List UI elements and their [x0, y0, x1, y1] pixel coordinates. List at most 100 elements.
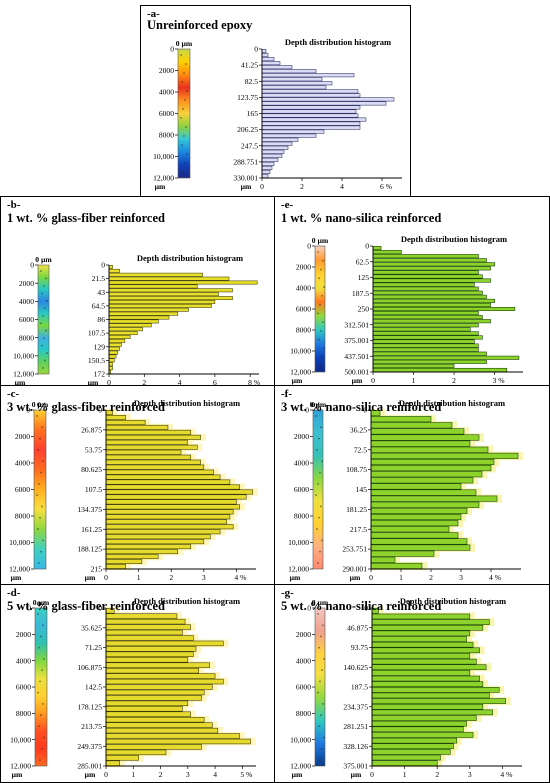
panel-title-d: 5 wt. % glass-fiber reinforced: [7, 599, 165, 613]
histogram-y-tick-label: 290.001: [342, 565, 367, 574]
histogram-title: Depth distribution histogram: [134, 398, 240, 408]
histogram-x-tick-label: 3: [186, 770, 190, 779]
histogram-y-tick-label: 247.5: [241, 141, 258, 150]
histogram-bar: [261, 89, 359, 94]
depth-map-point: [318, 646, 320, 649]
depth-tick-label: 2000: [16, 630, 31, 639]
histogram-bar: [105, 640, 224, 647]
histogram-y-tick-label: 161.25: [81, 525, 102, 534]
histogram-bar: [105, 564, 126, 569]
histogram-bar: [105, 700, 189, 707]
depth-unit-label: µm: [292, 770, 303, 779]
panel-label-a: -a-: [147, 8, 160, 20]
histogram-y-tick-label: 64.5: [92, 301, 105, 310]
chart-g: 0 µm0200040006000800010,00012,000µmDepth…: [290, 596, 522, 779]
histogram-y-tick-label: 500.001: [344, 368, 369, 377]
depth-map-stripe: [314, 607, 326, 767]
depth-map-point: [182, 171, 184, 173]
histogram-bar: [372, 278, 491, 283]
histogram-bars: [370, 408, 523, 571]
depth-unit-label: µm: [11, 573, 22, 582]
histogram-bar: [371, 737, 458, 744]
depth-map-point: [180, 117, 182, 119]
histogram-bar: [371, 630, 471, 637]
panel-title-g: 5 wt. % nano-silica reinforced: [281, 599, 442, 613]
histogram-bar: [370, 526, 450, 533]
depth-map-point: [318, 725, 320, 728]
panel-label-e: -e-: [281, 199, 294, 211]
histogram-bar: [371, 743, 454, 750]
depth-unit-label: µm: [155, 182, 166, 191]
histogram-y-tick-label: 172: [94, 370, 106, 379]
depth-tick-label: 2000: [15, 432, 30, 441]
histogram-bar: [105, 706, 183, 712]
histogram-x-tick-label: 2: [142, 378, 146, 386]
histogram-y-tick-label: 53.75: [85, 445, 102, 454]
depth-tick-label: 10,000: [13, 351, 34, 360]
depth-map-point: [41, 747, 43, 750]
depth-map-point: [42, 702, 44, 705]
depth-map-point: [320, 426, 322, 429]
depth-tick-label: 10,000: [10, 735, 31, 744]
histogram-bar: [105, 749, 167, 756]
histogram-bar: [371, 754, 441, 761]
depth-map-point: [186, 153, 188, 155]
depth-tick-label: 0: [170, 45, 174, 54]
histogram-bar: [261, 105, 361, 110]
depth-map-point: [181, 144, 183, 146]
histogram-bar: [371, 619, 490, 625]
histogram-y-tick-label: 281.251: [343, 722, 368, 731]
histogram-y-tick-label: 253.751: [342, 545, 367, 554]
depth-map-point: [323, 736, 325, 739]
histogram-bar: [261, 65, 293, 70]
histogram-bar: [372, 258, 487, 263]
histogram-y-tick-label: 145: [356, 485, 368, 494]
histogram-title: Depth distribution histogram: [399, 398, 505, 408]
histogram-y-tick-label: 46.875: [347, 623, 368, 632]
chart-c: 0 µm0200040006000800010,00012,000µmDepth…: [9, 398, 258, 582]
histogram-y-tick-label: 21.5: [92, 274, 105, 283]
depth-map-point: [322, 259, 324, 262]
histogram-bar: [370, 434, 480, 441]
depth-map-point: [40, 714, 42, 716]
histogram-bar: [261, 81, 333, 86]
depth-map-point: [182, 108, 184, 110]
histogram-bar: [372, 306, 516, 312]
depth-map-point: [46, 352, 48, 354]
histogram-bar: [105, 744, 202, 750]
histogram-title: Depth distribution histogram: [400, 596, 506, 606]
depth-tick-label: 10,000: [288, 538, 309, 547]
histogram-bar: [105, 651, 194, 658]
panel-b: 0 µm 0 2000 4000 6000 8000 10,000 12,000 µm Depth…: [0, 196, 275, 386]
depth-tick-label: 12,000: [290, 368, 311, 377]
depth-map-point: [318, 338, 320, 341]
depth-map-point: [36, 415, 38, 417]
histogram-y-tick-label: 0: [364, 604, 368, 613]
histogram-y-tick-label: 165: [247, 109, 259, 118]
histogram-bar: [372, 319, 491, 324]
depth-map-point: [320, 330, 322, 332]
depth-map-point: [185, 63, 187, 65]
depth-tick-label: 6000: [16, 683, 31, 692]
histogram-y-tick-label: 86: [97, 315, 105, 324]
histogram-bar: [261, 149, 285, 154]
histogram-bar: [108, 331, 138, 336]
histogram-bar: [105, 504, 240, 510]
panel-label-c: -c-: [7, 388, 20, 400]
histogram-x-tick-label: 0: [104, 573, 108, 582]
histogram-bar: [105, 624, 191, 630]
histogram-bar: [370, 532, 459, 539]
histogram-bar: [372, 339, 475, 344]
histogram-bar: [105, 657, 189, 663]
panel-title-e: 1 wt. % nano-silica reinforced: [281, 211, 442, 225]
histogram-bar: [105, 554, 159, 560]
histogram-bar: [372, 335, 483, 340]
histogram-bar: [261, 125, 361, 130]
depth-tick-label: 0: [30, 261, 34, 270]
depth-tick-label: 8000: [15, 512, 30, 521]
histogram-bar: [105, 439, 188, 445]
histogram-y-tick-label: 328.126: [343, 742, 368, 751]
panel-e: 0 µm 0 2000 4000 6000 8000 10,000 12,000 µm Depth…: [274, 196, 550, 386]
panel-a: 0 µm 0 2000 4000 6000 8000 10,000 12,000 µm Depth…: [140, 5, 411, 197]
depth-tick-label: 8000: [159, 131, 174, 140]
